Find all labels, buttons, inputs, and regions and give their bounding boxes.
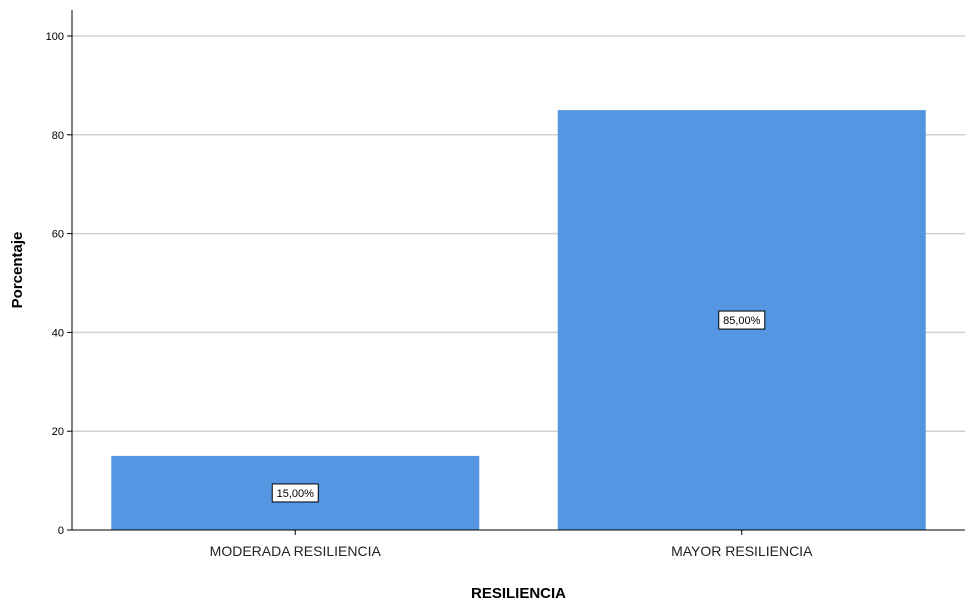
y-tick-label: 40 [52,327,64,339]
y-tick-label: 20 [52,426,64,438]
y-axis-title: Porcentaje [9,232,26,309]
y-tick-label: 80 [52,130,64,142]
y-tick-label: 60 [52,229,64,241]
x-axis-title: RESILIENCIA [471,585,566,601]
y-tick-label: 100 [46,31,64,43]
data-label: 85,00% [723,315,761,327]
data-label-box [718,310,766,330]
bars [111,110,926,530]
data-label: 15,00% [277,488,315,500]
data-labels: 15,00% 85,00% [271,310,766,503]
y-ticks: 0 20 40 60 80 100 [46,31,72,537]
x-tick-label: MAYOR RESILIENCIA [671,543,813,559]
x-tick-label: MODERADA RESILIENCIA [210,543,382,559]
data-label-box [271,483,319,503]
x-ticks: MODERADA RESILIENCIA MAYOR RESILIENCIA [210,530,813,559]
y-tick-label: 0 [58,525,64,537]
